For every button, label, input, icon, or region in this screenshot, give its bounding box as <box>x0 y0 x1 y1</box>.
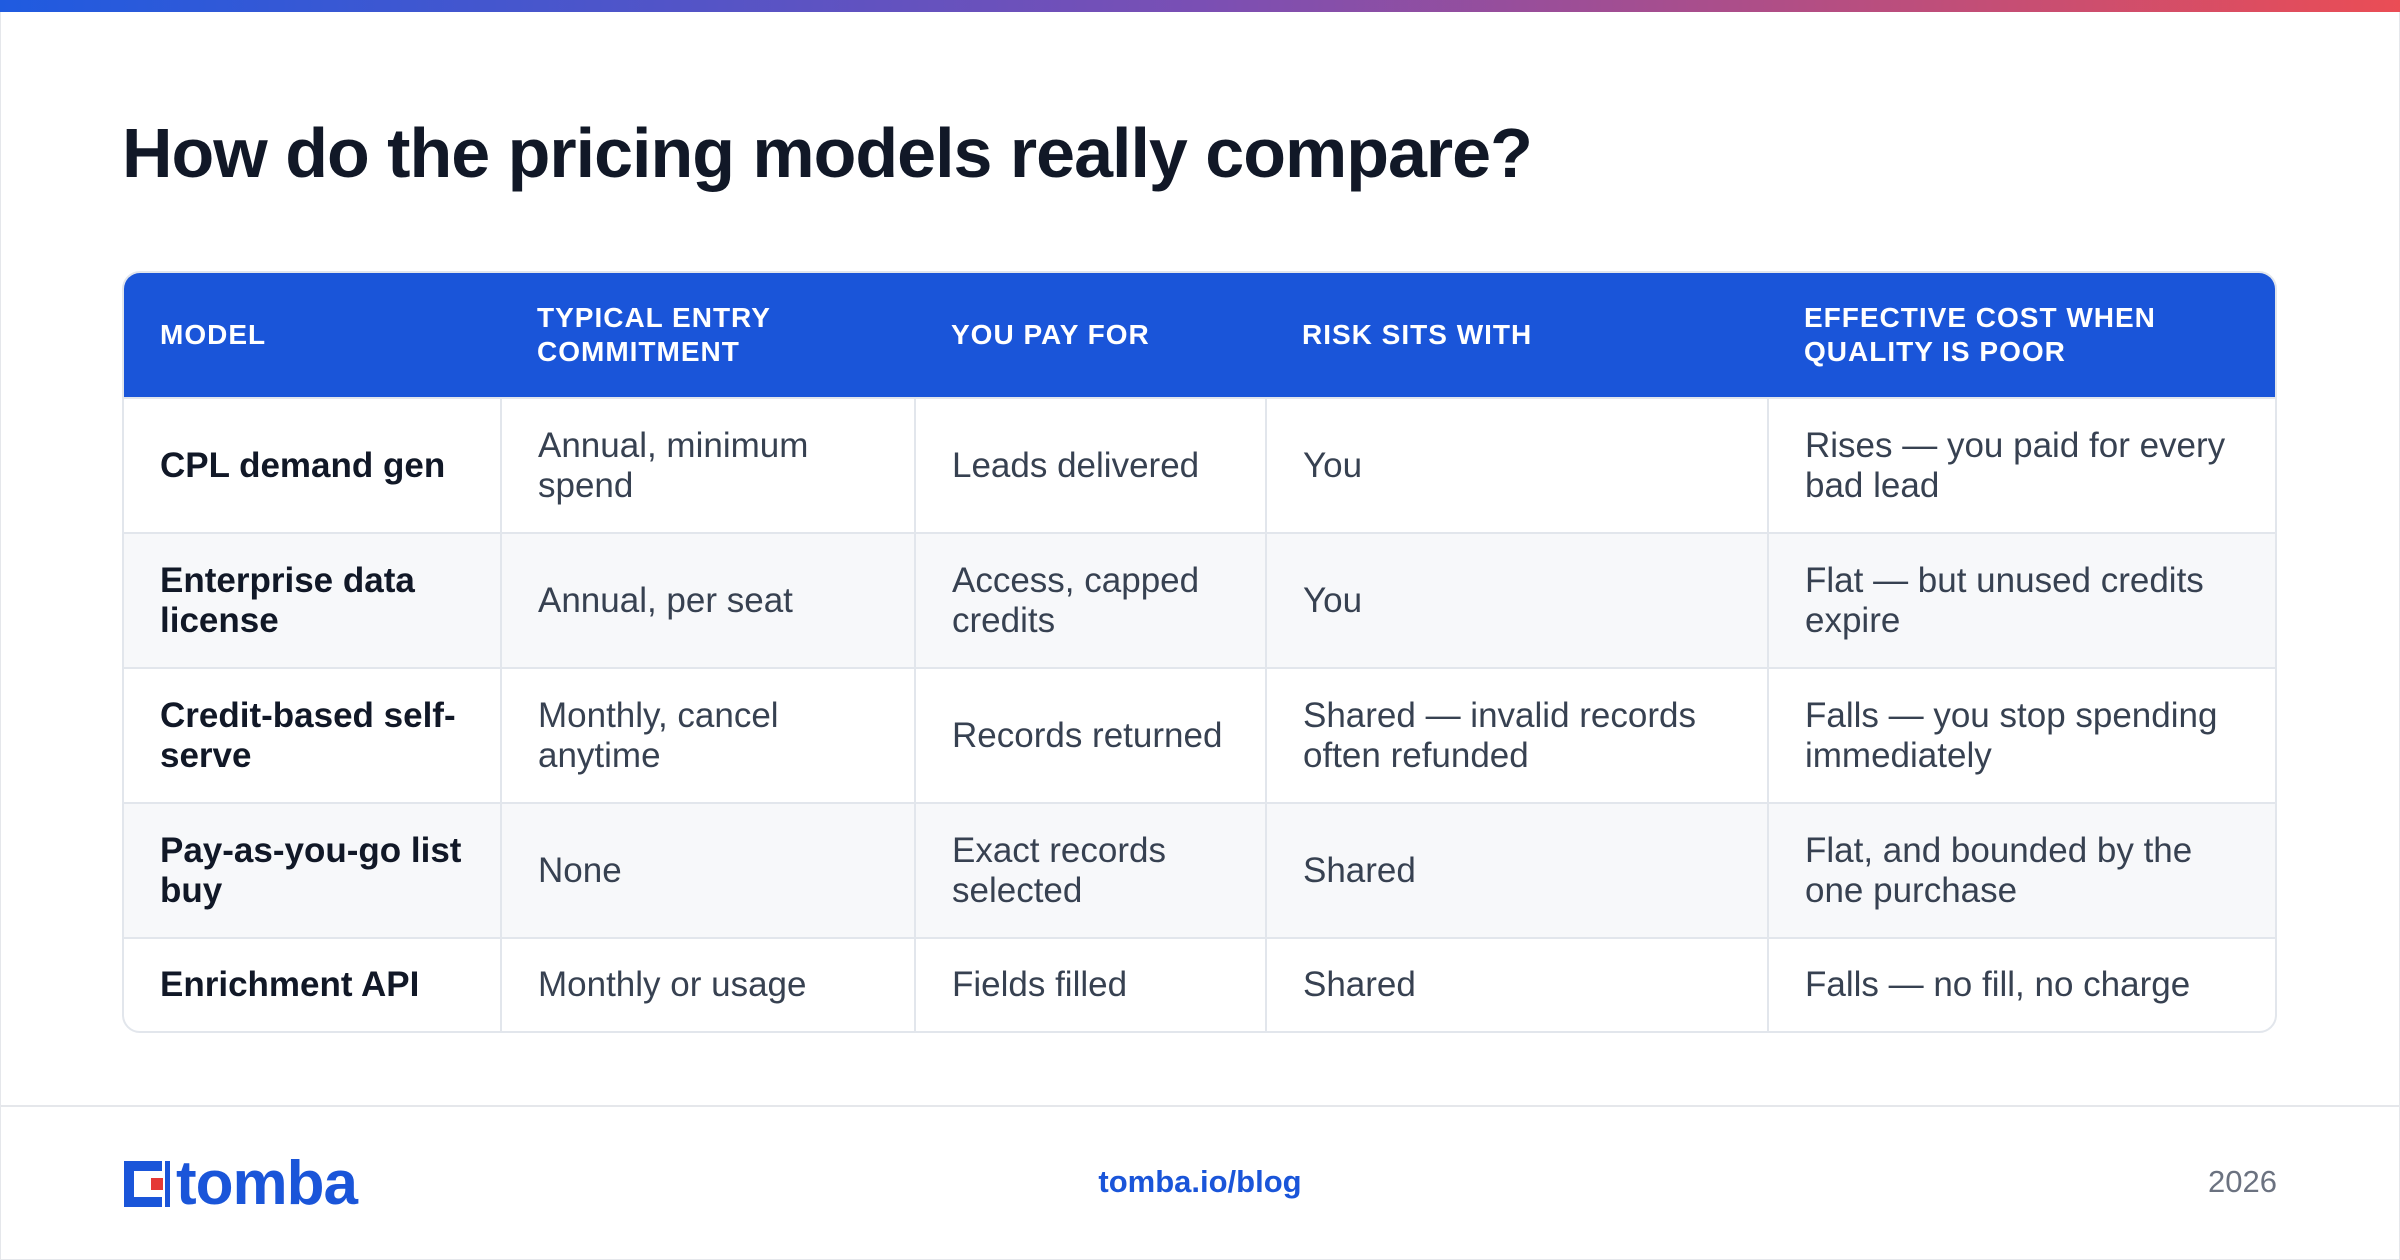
header-model: MODEL <box>124 273 501 398</box>
footer-year: 2026 <box>2208 1164 2277 1199</box>
cell-entry-commitment: None <box>500 802 915 938</box>
table-row: Credit-based self-serve Monthly, cancel … <box>124 667 2275 803</box>
tomba-logo[interactable]: tomba <box>122 1149 358 1218</box>
cell-you-pay-for: Access, capped credits <box>914 532 1266 668</box>
cell-model: Enrichment API <box>124 937 501 1031</box>
cell-entry-commitment: Annual, minimum spend <box>500 397 915 533</box>
cell-effective-cost: Rises — you paid for every bad lead <box>1767 397 2275 533</box>
cell-risk-sits-with: You <box>1265 397 1768 533</box>
logo-text: tomba <box>176 1149 358 1218</box>
cell-you-pay-for: Leads delivered <box>914 397 1266 533</box>
header-effective-cost: EFFECTIVE COST WHEN QUALITY IS POOR <box>1768 273 2275 398</box>
footer-divider <box>0 1105 2400 1107</box>
cell-risk-sits-with: You <box>1265 532 1768 668</box>
cell-you-pay-for: Exact records selected <box>914 802 1266 938</box>
table-row: Enterprise data license Annual, per seat… <box>124 532 2275 668</box>
cell-risk-sits-with: Shared <box>1265 937 1768 1031</box>
cell-effective-cost: Flat, and bounded by the one purchase <box>1767 802 2275 938</box>
cell-risk-sits-with: Shared <box>1265 802 1768 938</box>
cell-effective-cost: Falls — no fill, no charge <box>1767 937 2275 1031</box>
table-row: Pay-as-you-go list buy None Exact record… <box>124 802 2275 938</box>
cell-entry-commitment: Monthly or usage <box>500 937 915 1031</box>
table-header-row: MODEL TYPICAL ENTRY COMMITMENT YOU PAY F… <box>124 273 2275 398</box>
header-you-pay-for: YOU PAY FOR <box>915 273 1266 398</box>
header-entry-commitment: TYPICAL ENTRY COMMITMENT <box>501 273 915 398</box>
cell-you-pay-for: Records returned <box>914 667 1266 803</box>
cell-effective-cost: Falls — you stop spending immediately <box>1767 667 2275 803</box>
cell-entry-commitment: Annual, per seat <box>500 532 915 668</box>
cell-you-pay-for: Fields filled <box>914 937 1266 1031</box>
cell-effective-cost: Flat — but unused credits expire <box>1767 532 2275 668</box>
table-row: CPL demand gen Annual, minimum spend Lea… <box>124 397 2275 533</box>
blog-link[interactable]: tomba.io/blog <box>1098 1164 1302 1199</box>
cell-model: Pay-as-you-go list buy <box>124 802 501 938</box>
cell-model: Enterprise data license <box>124 532 501 668</box>
header-risk-sits-with: RISK SITS WITH <box>1266 273 1768 398</box>
table-row: Enrichment API Monthly or usage Fields f… <box>124 937 2275 1031</box>
cell-risk-sits-with: Shared — invalid records often refunded <box>1265 667 1768 803</box>
page-title: How do the pricing models really compare… <box>122 114 1533 192</box>
cell-model: Credit-based self-serve <box>124 667 501 803</box>
tomba-logo-mark-icon <box>124 1161 170 1207</box>
cell-entry-commitment: Monthly, cancel anytime <box>500 667 915 803</box>
cell-model: CPL demand gen <box>124 397 501 533</box>
pricing-comparison-table: MODEL TYPICAL ENTRY COMMITMENT YOU PAY F… <box>122 271 2277 1033</box>
top-gradient-bar <box>0 0 2400 12</box>
